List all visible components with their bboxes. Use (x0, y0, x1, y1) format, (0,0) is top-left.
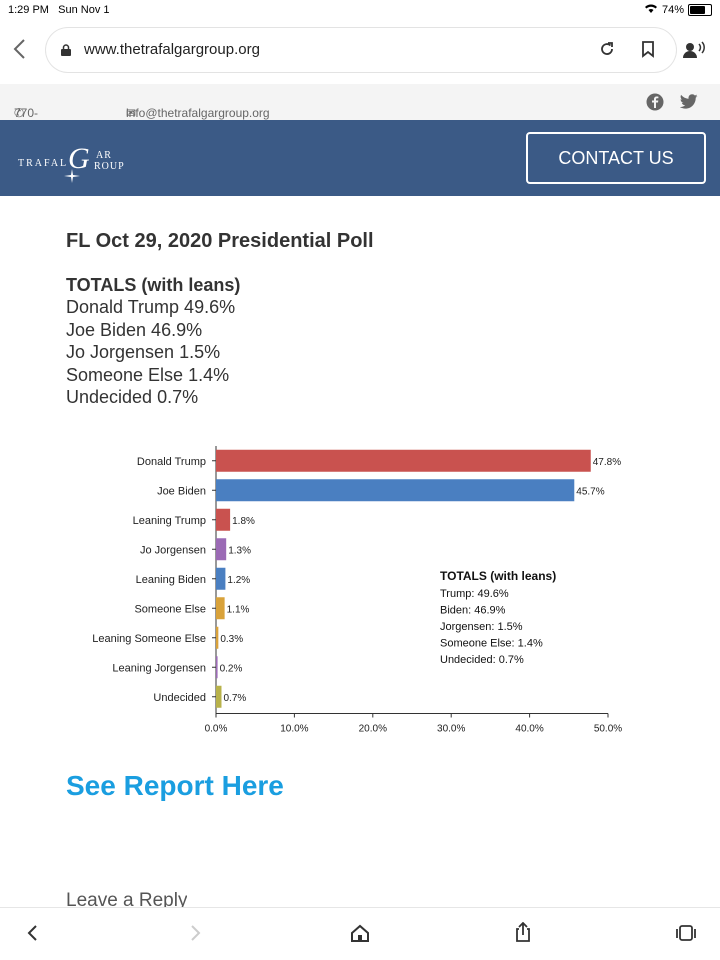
contact-strip: ✆ 770-542-8170 ✉ info@thetrafalgargroup.… (0, 84, 720, 148)
battery-icon (688, 4, 712, 16)
bar (216, 508, 231, 531)
contact-us-button[interactable]: CONTACT US (526, 132, 706, 184)
value-label: 47.8% (593, 457, 621, 468)
wifi-icon (644, 3, 658, 17)
reader-voice-icon[interactable] (682, 40, 705, 60)
lock-icon (61, 43, 71, 56)
category-label: Jo Jorgensen (140, 544, 206, 556)
value-label: 1.1% (227, 604, 250, 615)
address-bar[interactable]: www.thetrafalgargroup.org (46, 28, 705, 72)
mail-icon: ✉ (126, 106, 137, 120)
value-label: 1.8% (232, 516, 255, 527)
poll-bar-chart: Donald Trump 47.8% Joe Biden 45.7% Leaning T… (92, 446, 622, 735)
see-report-link[interactable]: See Report Here (66, 770, 284, 801)
status-right: 74% (644, 3, 712, 17)
annotation-line: Biden: 46.9% (440, 605, 506, 617)
bar (216, 567, 226, 590)
back-icon[interactable] (26, 922, 38, 948)
share-icon[interactable] (514, 921, 532, 948)
bar (216, 449, 591, 472)
twitter-icon[interactable] (679, 94, 698, 112)
compass-icon (64, 169, 80, 188)
totals-line: Joe Biden 46.9% (66, 320, 203, 340)
x-tick-label: 40.0% (515, 724, 543, 735)
value-label: 0.7% (223, 693, 246, 704)
annotation-heading: TOTALS (with leans) (440, 569, 556, 583)
bar (216, 626, 219, 649)
home-icon[interactable] (350, 922, 370, 948)
category-label: Leaning Trump (133, 515, 206, 527)
x-tick-label: 10.0% (280, 724, 308, 735)
value-label: 0.3% (220, 634, 243, 645)
annotation-line: Trump: 49.6% (440, 588, 509, 600)
value-label: 1.2% (227, 575, 250, 586)
status-time: 1:29 PM Sun Nov 1 (8, 4, 110, 16)
tabs-icon[interactable] (676, 922, 696, 948)
page-title: FL Oct 29, 2020 Presidential Poll (66, 230, 374, 252)
annotation-line: Undecided: 0.7% (440, 654, 524, 666)
category-label: Leaning Someone Else (92, 633, 206, 645)
totals-line: Jo Jorgensen 1.5% (66, 342, 221, 362)
category-label: Joe Biden (157, 485, 206, 497)
battery-percent: 74% (661, 4, 684, 16)
category-label: Undecided (153, 692, 206, 704)
totals-line: Donald Trump 49.6% (66, 297, 236, 317)
totals-heading: TOTALS (with leans) (66, 275, 241, 295)
trafalgar-logo[interactable]: TRAFAL G AR ROUP (18, 136, 138, 183)
bar (216, 479, 575, 502)
bar (216, 538, 227, 561)
facebook-icon[interactable] (646, 93, 664, 114)
value-label: 45.7% (576, 486, 604, 497)
category-label: Leaning Jorgensen (112, 662, 206, 674)
bar (216, 685, 222, 708)
bar (216, 656, 218, 679)
x-tick-label: 20.0% (359, 724, 387, 735)
status-bar: 1:29 PM Sun Nov 1 74% (0, 0, 720, 22)
leave-reply-heading: Leave a Reply (66, 890, 188, 910)
browser-toolbar (0, 908, 720, 960)
annotation-line: Someone Else: 1.4% (440, 638, 543, 650)
bookmark-icon[interactable] (640, 40, 660, 60)
browser-back-icon[interactable] (12, 36, 26, 67)
category-label: Someone Else (134, 603, 206, 615)
value-label: 0.2% (220, 663, 243, 674)
value-label: 1.3% (228, 545, 251, 556)
x-tick-label: 30.0% (437, 724, 465, 735)
x-tick-label: 50.0% (594, 724, 622, 735)
phone-icon: ✆ (14, 106, 25, 120)
category-label: Donald Trump (137, 456, 206, 468)
totals-line: Undecided 0.7% (66, 387, 199, 407)
x-tick-label: 0.0% (205, 724, 228, 735)
reload-icon[interactable] (598, 40, 618, 60)
category-label: Leaning Biden (136, 574, 206, 586)
bar (216, 597, 225, 620)
annotation-line: Jorgensen: 1.5% (440, 621, 523, 633)
totals-line: Someone Else 1.4% (66, 365, 230, 385)
url-text: www.thetrafalgargroup.org (84, 41, 260, 58)
forward-icon[interactable] (190, 922, 202, 948)
